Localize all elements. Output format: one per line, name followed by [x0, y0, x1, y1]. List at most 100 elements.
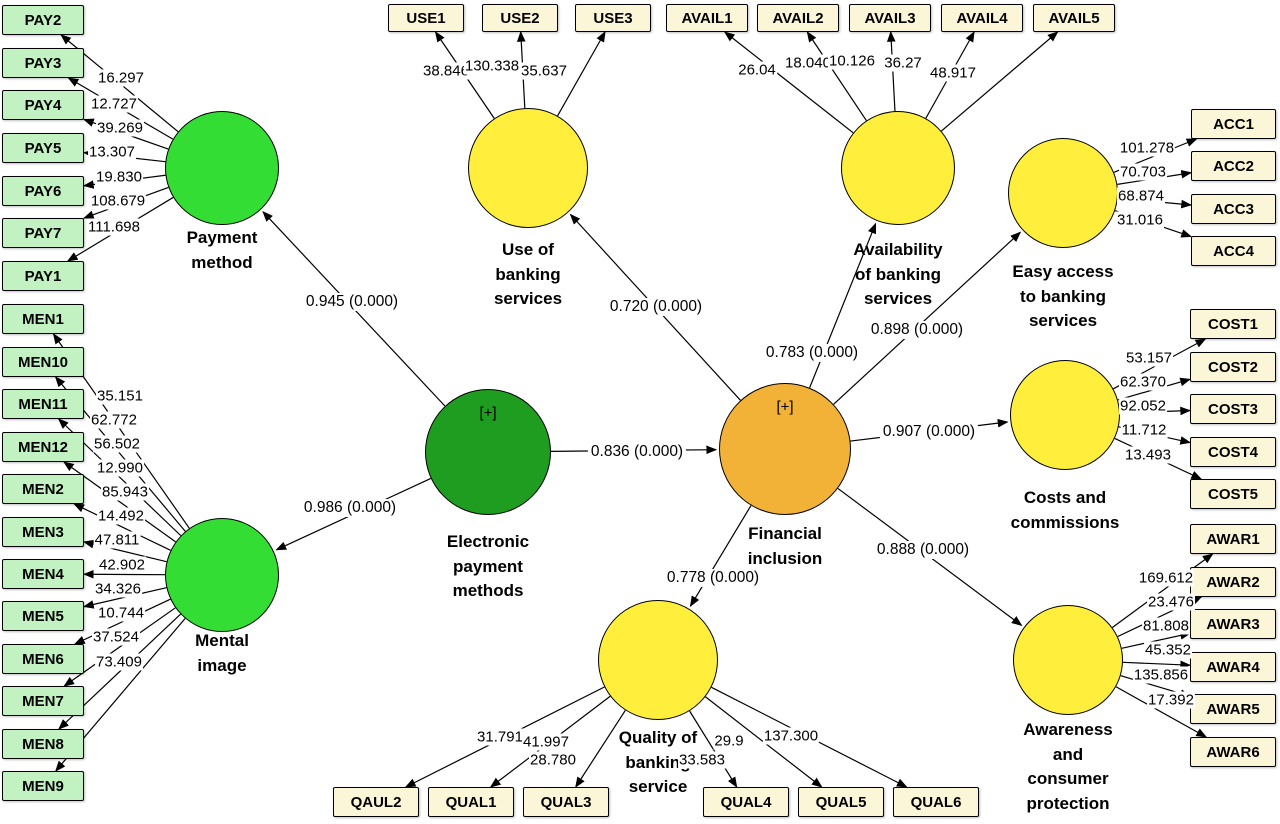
indicator-men4[interactable]: MEN4 [2, 559, 84, 589]
indicator-pay6[interactable]: PAY6 [2, 176, 84, 206]
indicator-cost2[interactable]: COST2 [1190, 352, 1276, 382]
path-coefficient-fi-to-awareness: 0.888 (0.000) [873, 541, 973, 559]
indicator-avail1[interactable]: AVAIL1 [666, 4, 748, 32]
loading-t-value: 29.9 [713, 732, 745, 750]
loading-t-value: 13.493 [1124, 446, 1172, 464]
indicator-men3[interactable]: MEN3 [2, 517, 84, 547]
indicator-avail5[interactable]: AVAIL5 [1033, 4, 1115, 32]
loading-t-value: 53.157 [1125, 349, 1173, 367]
latent-easy-access-to-banking-services[interactable] [1008, 138, 1118, 248]
indicator-acc3[interactable]: ACC3 [1191, 194, 1276, 224]
indicator-men10[interactable]: MEN10 [2, 347, 84, 377]
latent-payment-method[interactable] [165, 111, 279, 225]
latent-costs-and-commissions[interactable] [1010, 360, 1120, 470]
loading-t-value: 37.524 [92, 628, 140, 646]
loading-t-value: 130.338 [463, 57, 521, 75]
indicator-pay2[interactable]: PAY2 [2, 5, 84, 35]
indicator-qual4[interactable]: QUAL4 [703, 787, 789, 817]
indicator-arrow [806, 31, 867, 121]
latent-financial-inclusion[interactable] [719, 383, 851, 515]
indicator-arrow [940, 31, 1059, 132]
indicator-pay1[interactable]: PAY1 [2, 261, 84, 291]
indicator-use2[interactable]: USE2 [482, 4, 558, 32]
indicator-men1[interactable]: MEN1 [2, 304, 84, 334]
indicator-qaul2[interactable]: QAUL2 [333, 787, 419, 817]
loading-t-value: 111.698 [87, 218, 141, 236]
indicator-pay4[interactable]: PAY4 [2, 90, 84, 120]
latent-quality-of-banking-service[interactable] [598, 600, 718, 720]
indicator-men12[interactable]: MEN12 [2, 432, 84, 462]
node-label-mental-image: Mental image [195, 631, 249, 675]
node-label-use-of-banking-services: Use of banking services [493, 240, 563, 309]
indicator-use1[interactable]: USE1 [388, 4, 464, 32]
loading-t-value: 101.278 [1118, 139, 1176, 157]
latent-use-of-banking-services[interactable] [468, 108, 588, 228]
indicator-pay7[interactable]: PAY7 [2, 218, 84, 248]
indicator-pay5[interactable]: PAY5 [2, 133, 84, 163]
indicator-awar2[interactable]: AWAR2 [1190, 567, 1276, 597]
latent-awareness-and-consumer-protection[interactable] [1013, 605, 1123, 715]
indicator-cost3[interactable]: COST3 [1190, 394, 1276, 424]
loading-t-value: 73.409 [95, 653, 143, 671]
loading-t-value: 31.791 [476, 728, 524, 746]
loading-t-value: 26.04 [737, 61, 777, 79]
path-coefficient-fi-to-easy-access: 0.898 (0.000) [867, 321, 967, 339]
indicator-qual3[interactable]: QUAL3 [523, 787, 609, 817]
indicator-cost1[interactable]: COST1 [1190, 309, 1276, 339]
indicator-qual1[interactable]: QUAL1 [428, 787, 514, 817]
indicator-men9[interactable]: MEN9 [2, 771, 84, 801]
path-coefficient-fi-to-quality: 0.778 (0.000) [663, 569, 763, 587]
indicator-arrow [886, 30, 896, 112]
structural-path-arrow [833, 231, 1022, 405]
indicator-awar1[interactable]: AWAR1 [1190, 524, 1276, 554]
loading-t-value: 19.830 [95, 168, 143, 186]
loading-t-value: 70.703 [1119, 163, 1167, 181]
indicator-pay3[interactable]: PAY3 [2, 48, 84, 78]
indicator-men2[interactable]: MEN2 [2, 474, 84, 504]
indicator-men7[interactable]: MEN7 [2, 686, 84, 716]
loading-t-value: 12.990 [96, 459, 144, 477]
indicator-avail3[interactable]: AVAIL3 [849, 4, 931, 32]
indicator-arrow [723, 31, 854, 134]
indicator-cost5[interactable]: COST5 [1190, 479, 1276, 509]
path-coefficient-fi-to-use: 0.720 (0.000) [606, 298, 706, 316]
loading-t-value: 36.27 [883, 54, 923, 72]
indicator-awar3[interactable]: AWAR3 [1190, 609, 1276, 639]
path-coefficient-fi-to-availability: 0.783 (0.000) [762, 344, 862, 362]
indicator-awar6[interactable]: AWAR6 [1190, 737, 1276, 767]
indicator-awar5[interactable]: AWAR5 [1190, 694, 1276, 724]
indicator-men8[interactable]: MEN8 [2, 729, 84, 759]
indicator-acc2[interactable]: ACC2 [1191, 151, 1276, 181]
loading-t-value: 10.126 [828, 52, 876, 70]
indicator-men5[interactable]: MEN5 [2, 601, 84, 631]
indicator-acc1[interactable]: ACC1 [1191, 109, 1276, 139]
indicator-qual5[interactable]: QUAL5 [798, 787, 884, 817]
latent-electronic-payment-methods[interactable] [425, 389, 551, 515]
indicator-men6[interactable]: MEN6 [2, 644, 84, 674]
indicator-cost4[interactable]: COST4 [1190, 437, 1276, 467]
node-label-awareness-and-consumer-protection: Awareness and consumer protection [1023, 720, 1113, 813]
indicator-use3[interactable]: USE3 [575, 4, 651, 32]
latent-mental-image[interactable] [165, 518, 279, 632]
loading-t-value: 23.476 [1147, 593, 1195, 611]
path-coefficient-epm-to-mental-image: 0.986 (0.000) [300, 499, 400, 517]
loading-t-value: 16.297 [97, 69, 145, 87]
loading-t-value: 68.874 [1117, 187, 1165, 205]
indicator-acc4[interactable]: ACC4 [1191, 236, 1276, 266]
indicator-awar4[interactable]: AWAR4 [1190, 652, 1276, 682]
indicator-avail2[interactable]: AVAIL2 [757, 4, 839, 32]
indicator-men11[interactable]: MEN11 [2, 389, 84, 419]
loading-t-value: 13.307 [88, 143, 136, 161]
loading-t-value: 11.712 [1120, 421, 1168, 439]
path-coefficient-fi-to-costs: 0.907 (0.000) [879, 423, 979, 441]
indicator-arrow [73, 598, 171, 645]
indicator-arrow [575, 710, 626, 788]
indicator-avail4[interactable]: AVAIL4 [941, 4, 1023, 32]
path-coefficient-epm-to-payment-method: 0.945 (0.000) [302, 293, 402, 311]
node-label-easy-access-to-banking-services: Easy access to banking services [1012, 262, 1114, 331]
latent-availability-of-banking-services[interactable] [841, 111, 955, 225]
indicator-qual6[interactable]: QUAL6 [893, 787, 979, 817]
indicator-arrow [1115, 686, 1208, 738]
weight-badge-financial-inclusion: [+] [776, 398, 794, 416]
